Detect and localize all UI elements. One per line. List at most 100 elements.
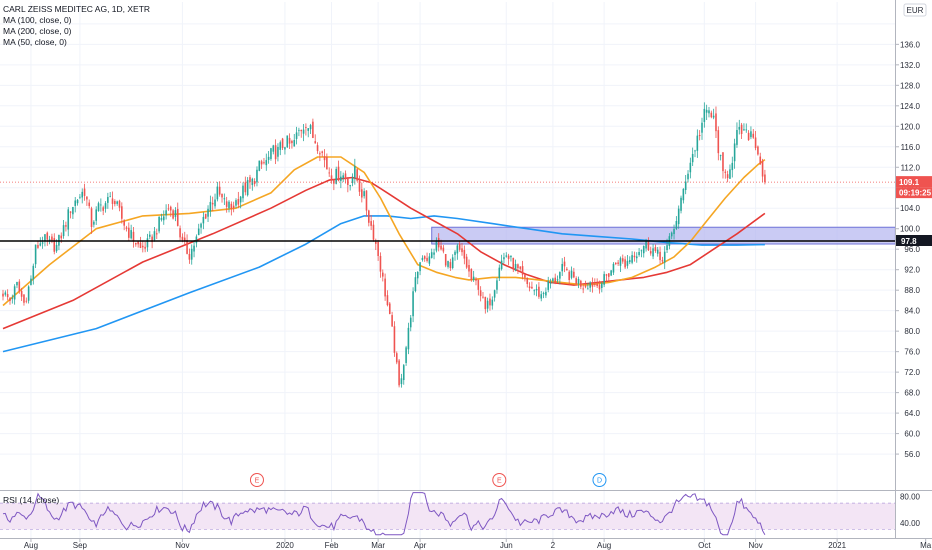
candle	[405, 345, 407, 366]
candle-body	[761, 160, 764, 177]
candle	[172, 209, 174, 220]
candle	[750, 126, 752, 140]
candle	[675, 216, 678, 231]
candle	[673, 224, 675, 240]
candle-body	[142, 245, 144, 248]
candle-body	[687, 173, 689, 180]
candle	[323, 149, 326, 168]
candle-body	[542, 293, 545, 294]
candle-body	[130, 230, 132, 239]
candle-body	[612, 263, 615, 273]
candle	[253, 178, 256, 187]
candle	[757, 145, 759, 156]
legend-symbol: CARL ZEISS MEDITEC AG, 1D, XETR	[3, 4, 150, 14]
candle	[4, 290, 7, 297]
candle-body	[221, 193, 223, 198]
candle-body	[146, 238, 149, 248]
candle	[188, 248, 191, 264]
candle	[428, 253, 431, 267]
candle	[95, 206, 97, 225]
candle	[200, 222, 202, 234]
candle	[102, 205, 104, 216]
candle-body	[519, 266, 522, 269]
candle	[372, 220, 375, 242]
ma-50-path	[2, 156, 766, 307]
candle	[100, 198, 102, 212]
candle-body	[74, 200, 77, 206]
candle-body	[102, 207, 104, 211]
candle-body	[204, 213, 207, 219]
candle-body	[340, 176, 342, 181]
candle-body	[638, 251, 640, 256]
candle	[528, 282, 531, 292]
x-tick-label: Jun	[500, 541, 513, 550]
candle-body	[647, 241, 650, 251]
candle-body	[298, 129, 300, 131]
candle	[573, 267, 575, 279]
candle-body	[444, 254, 447, 266]
candle	[386, 290, 389, 307]
candle-body	[132, 231, 135, 242]
candle	[76, 198, 79, 206]
candle-body	[428, 256, 431, 264]
candle	[652, 244, 654, 260]
x-tick-label: Ma	[920, 541, 932, 550]
candle	[563, 256, 566, 273]
candle-body	[691, 153, 694, 163]
support-price-label: 97.8	[901, 237, 917, 246]
candle	[484, 296, 487, 314]
candle-body	[118, 200, 121, 208]
candle	[107, 192, 109, 209]
candle	[41, 236, 44, 249]
candle-body	[193, 245, 195, 252]
candle-body	[538, 286, 540, 297]
candle	[160, 213, 163, 222]
candle-body	[605, 274, 608, 276]
candle	[491, 296, 494, 310]
candle-body	[158, 216, 160, 232]
candle	[284, 146, 286, 155]
candle	[132, 227, 135, 248]
candle	[20, 287, 23, 302]
candle	[743, 123, 745, 131]
candle-body	[682, 188, 685, 201]
candle-body	[228, 201, 230, 209]
candle-body	[358, 179, 361, 192]
candle-body	[153, 231, 156, 241]
candle	[74, 197, 77, 213]
candle-body	[249, 177, 251, 183]
y-tick-label: 132.0	[900, 61, 921, 70]
candle-body	[86, 196, 88, 200]
candle	[489, 293, 491, 311]
candle	[689, 157, 692, 179]
last-price-tag	[896, 176, 932, 188]
candle-body	[232, 205, 235, 209]
candle-body	[447, 261, 449, 267]
candle	[549, 278, 552, 289]
candle-body	[705, 109, 708, 113]
candle	[270, 147, 272, 161]
candle	[144, 241, 146, 253]
candle-body	[235, 200, 237, 206]
candle-body	[545, 291, 547, 296]
candle-body	[116, 201, 118, 204]
candle-body	[312, 121, 314, 138]
candle	[500, 254, 503, 271]
candle-body	[186, 240, 188, 254]
candle	[687, 170, 689, 183]
candle-body	[740, 124, 743, 134]
candle-body	[155, 233, 158, 235]
candle	[738, 119, 741, 135]
legend-ma: MA (100, close, 0)	[3, 15, 72, 25]
y-tick-label: 64.0	[904, 409, 920, 418]
candle	[712, 108, 715, 120]
candle-body	[288, 137, 291, 144]
ma-100-path	[2, 176, 766, 330]
candle	[696, 129, 699, 158]
candle	[764, 169, 766, 185]
candle-body	[510, 255, 512, 258]
candle-body	[400, 378, 403, 385]
candle	[356, 168, 358, 182]
